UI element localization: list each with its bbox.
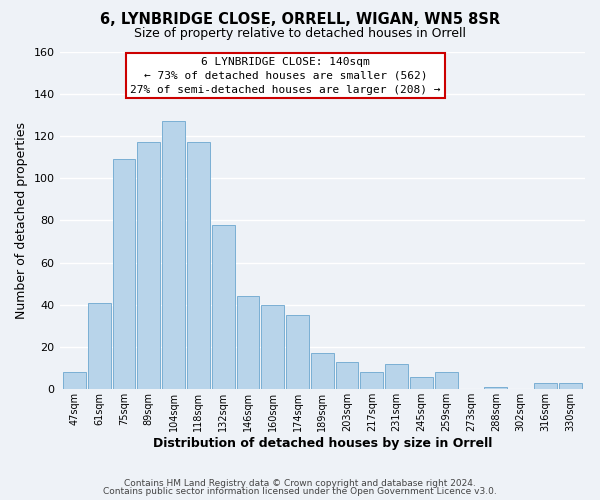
Bar <box>559 383 581 390</box>
Bar <box>435 372 458 390</box>
X-axis label: Distribution of detached houses by size in Orrell: Distribution of detached houses by size … <box>152 437 492 450</box>
Bar <box>137 142 160 390</box>
Text: 6 LYNBRIDGE CLOSE: 140sqm
← 73% of detached houses are smaller (562)
27% of semi: 6 LYNBRIDGE CLOSE: 140sqm ← 73% of detac… <box>130 56 441 94</box>
Bar <box>286 316 309 390</box>
Bar <box>261 305 284 390</box>
Bar <box>335 362 358 390</box>
Bar <box>534 383 557 390</box>
Bar <box>410 376 433 390</box>
Text: 6, LYNBRIDGE CLOSE, ORRELL, WIGAN, WN5 8SR: 6, LYNBRIDGE CLOSE, ORRELL, WIGAN, WN5 8… <box>100 12 500 28</box>
Y-axis label: Number of detached properties: Number of detached properties <box>15 122 28 319</box>
Bar <box>311 354 334 390</box>
Text: Size of property relative to detached houses in Orrell: Size of property relative to detached ho… <box>134 28 466 40</box>
Bar <box>88 302 110 390</box>
Bar <box>162 121 185 390</box>
Text: Contains public sector information licensed under the Open Government Licence v3: Contains public sector information licen… <box>103 487 497 496</box>
Bar <box>212 224 235 390</box>
Bar <box>361 372 383 390</box>
Text: Contains HM Land Registry data © Crown copyright and database right 2024.: Contains HM Land Registry data © Crown c… <box>124 478 476 488</box>
Bar <box>113 159 136 390</box>
Bar <box>63 372 86 390</box>
Bar <box>187 142 210 390</box>
Bar <box>484 387 507 390</box>
Bar <box>236 296 259 390</box>
Bar <box>385 364 408 390</box>
